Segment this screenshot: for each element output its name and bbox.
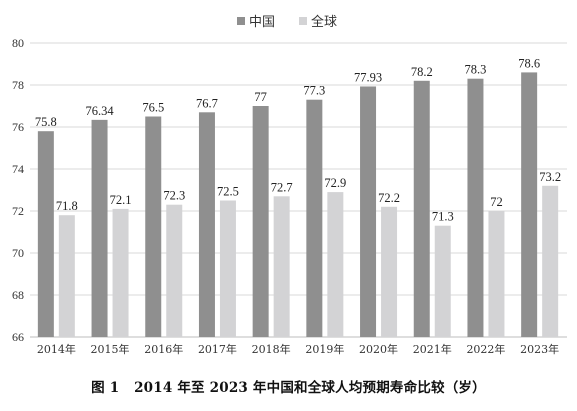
- y-tick-label: 66: [12, 330, 24, 344]
- bar-global: [381, 206, 398, 337]
- y-tick-label: 78: [12, 78, 24, 92]
- value-label-china: 76.7: [196, 96, 218, 110]
- y-tick-label: 68: [12, 288, 24, 302]
- x-tick-label: 2017年: [198, 342, 237, 356]
- bar-china: [91, 119, 108, 337]
- legend-swatch-global: [299, 17, 307, 25]
- value-label-global: 72.5: [217, 185, 239, 199]
- value-label-global: 71.3: [432, 210, 454, 224]
- x-tick-label: 2022年: [466, 342, 505, 356]
- gridlines: [30, 42, 567, 338]
- y-tick-label: 74: [12, 162, 24, 176]
- bar-china: [413, 80, 430, 338]
- value-label-china: 78.3: [465, 63, 487, 77]
- bar-global: [542, 185, 559, 337]
- bars: [37, 72, 559, 338]
- value-label-china: 75.8: [35, 115, 57, 129]
- life-expectancy-bar-chart: 66 68 70 72 74 76 78 80 75.8 71.8 76.34 72.1 76.5 72…: [12, 14, 567, 356]
- x-tick-label: 2023年: [520, 342, 559, 356]
- value-label-china: 77: [254, 90, 267, 104]
- value-label-china: 78.6: [518, 56, 540, 70]
- bar-global: [219, 200, 236, 337]
- y-tick-label: 70: [12, 246, 24, 260]
- bar-global: [273, 196, 290, 337]
- value-label-china: 76.34: [85, 104, 114, 118]
- x-tick-label: 2018年: [252, 342, 291, 356]
- bar-china: [521, 72, 538, 338]
- x-tick-label: 2016年: [144, 342, 183, 356]
- y-tick-label: 76: [12, 120, 24, 134]
- bar-global: [327, 192, 344, 337]
- bar-global: [488, 211, 505, 337]
- bar-china: [145, 116, 162, 337]
- y-tick-label: 72: [12, 204, 24, 218]
- bar-global: [434, 225, 451, 337]
- value-label-global: 71.8: [56, 199, 78, 213]
- figure-number: 图 1: [91, 380, 120, 396]
- value-labels: 75.8 71.8 76.34 72.1 76.5 72.3 76.7 72.5 77 72.7 7…: [35, 56, 561, 223]
- legend-label-china: 中国: [249, 15, 275, 30]
- bar-global: [166, 204, 183, 337]
- value-label-global: 73.2: [539, 170, 561, 184]
- y-tick-label: 80: [12, 36, 24, 50]
- bar-china: [467, 78, 484, 337]
- value-label-china: 77.93: [354, 70, 382, 84]
- figure-caption-text: 2014 年至 2023 年中国和全球人均预期寿命比较（岁）: [134, 380, 486, 396]
- value-label-china: 78.2: [411, 65, 433, 79]
- bar-china: [252, 106, 269, 337]
- bar-china: [306, 99, 323, 337]
- x-tick-label: 2019年: [305, 342, 344, 356]
- legend: 中国 全球: [237, 14, 337, 30]
- x-tick-label: 2014年: [37, 342, 76, 356]
- y-axis: 66 68 70 72 74 76 78 80: [12, 36, 24, 344]
- value-label-global: 72.7: [271, 180, 293, 194]
- bar-china: [37, 131, 54, 337]
- x-tick-label: 2020年: [359, 342, 398, 356]
- bar-china: [198, 112, 215, 337]
- bar-global: [112, 208, 129, 337]
- value-label-global: 72.3: [163, 189, 185, 203]
- value-label-global: 72.9: [324, 176, 346, 190]
- figure-caption: 图 1 2014 年至 2023 年中国和全球人均预期寿命比较（岁）: [0, 376, 577, 396]
- legend-label-global: 全球: [311, 14, 337, 30]
- x-tick-label: 2021年: [413, 342, 452, 356]
- bar-china: [360, 86, 377, 337]
- bar-global: [58, 215, 75, 337]
- value-label-china: 76.5: [142, 101, 164, 115]
- x-tick-label: 2015年: [91, 342, 130, 356]
- value-label-global: 72.2: [378, 191, 400, 205]
- x-axis: 2014年 2015年 2016年 2017年 2018年 2019年 2020年 2021年…: [37, 342, 559, 356]
- legend-swatch-china: [237, 17, 245, 25]
- value-label-global: 72.1: [110, 193, 132, 207]
- value-label-china: 77.3: [303, 84, 325, 98]
- value-label-global: 72: [490, 195, 503, 209]
